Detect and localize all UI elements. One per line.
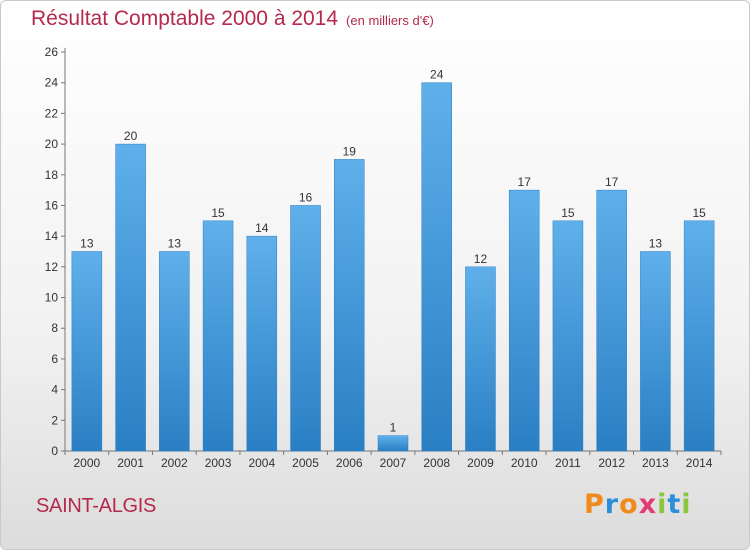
data-label: 1 — [390, 421, 397, 435]
x-tick-label: 2011 — [555, 456, 581, 470]
x-tick-label: 2012 — [598, 456, 625, 470]
x-tick-label: 2000 — [74, 456, 101, 470]
x-tick-label: 2013 — [642, 456, 669, 470]
bar — [202, 220, 234, 452]
data-label: 13 — [649, 237, 663, 251]
data-label: 14 — [255, 221, 269, 235]
data-label: 15 — [692, 206, 706, 220]
data-label: 19 — [343, 144, 357, 158]
x-tick-label: 2002 — [161, 456, 188, 470]
y-tick-label: 24 — [45, 76, 59, 90]
x-tick-label: 2006 — [336, 456, 363, 470]
y-tick-label: 20 — [45, 137, 59, 151]
x-tick-label: 2008 — [423, 456, 450, 470]
bar — [508, 189, 540, 452]
commune-name: SAINT-ALGIS — [36, 495, 157, 517]
bar — [377, 435, 409, 452]
data-label: 13 — [80, 237, 94, 251]
x-tick-label: 2007 — [380, 456, 407, 470]
x-tick-label: 2003 — [205, 456, 232, 470]
x-tick-label: 2005 — [292, 456, 319, 470]
bar — [159, 251, 190, 452]
x-tick-label: 2004 — [248, 456, 275, 470]
data-label: 12 — [474, 252, 488, 266]
y-tick-label: 10 — [45, 291, 59, 305]
y-tick-label: 6 — [51, 352, 58, 366]
logo-letter: r — [604, 489, 620, 520]
y-tick-label: 18 — [45, 168, 59, 182]
chart-title-text: Résultat Comptable 2000 à 2014 — [31, 7, 339, 30]
chart-title: Résultat Comptable 2000 à 2014 (en millie… — [31, 7, 434, 31]
bar — [552, 220, 584, 452]
x-tick-label: 2014 — [686, 456, 713, 470]
bar — [465, 266, 496, 452]
y-tick-label: 26 — [45, 45, 59, 59]
logo-letter: o — [619, 489, 639, 520]
data-label: 17 — [605, 175, 619, 189]
x-tick-label: 2009 — [467, 456, 494, 470]
data-label: 13 — [168, 237, 182, 251]
bar — [290, 205, 321, 452]
bar — [596, 189, 627, 452]
data-label: 16 — [299, 190, 313, 204]
bar — [115, 143, 146, 452]
x-tick-label: 2010 — [511, 456, 538, 470]
y-tick-label: 2 — [51, 413, 58, 427]
bar — [246, 235, 278, 452]
logo-letter: i — [681, 489, 692, 520]
y-tick-label: 8 — [51, 321, 58, 335]
data-label: 20 — [124, 129, 138, 143]
y-tick-label: 14 — [45, 229, 59, 243]
data-label: 17 — [518, 175, 532, 189]
logo-letter: i — [657, 489, 668, 520]
bar — [683, 220, 715, 452]
y-tick-label: 12 — [45, 260, 59, 274]
y-tick-label: 22 — [45, 106, 59, 120]
logo-letter: t — [667, 489, 682, 520]
data-label: 15 — [211, 206, 225, 220]
y-tick-label: 16 — [45, 198, 59, 212]
bar — [71, 251, 103, 452]
data-label: 15 — [561, 206, 575, 220]
proxiti-logo: Proxiti — [584, 489, 692, 520]
bar — [640, 251, 671, 452]
logo-letter: x — [638, 489, 658, 520]
logo-letter: P — [584, 489, 605, 520]
y-tick-label: 4 — [51, 383, 58, 397]
bar — [334, 159, 365, 452]
chart-unit: (en milliers d'€) — [346, 13, 434, 28]
data-label: 24 — [430, 68, 444, 82]
bar — [421, 82, 452, 452]
x-tick-label: 2001 — [117, 456, 144, 470]
y-tick-label: 0 — [51, 444, 58, 458]
